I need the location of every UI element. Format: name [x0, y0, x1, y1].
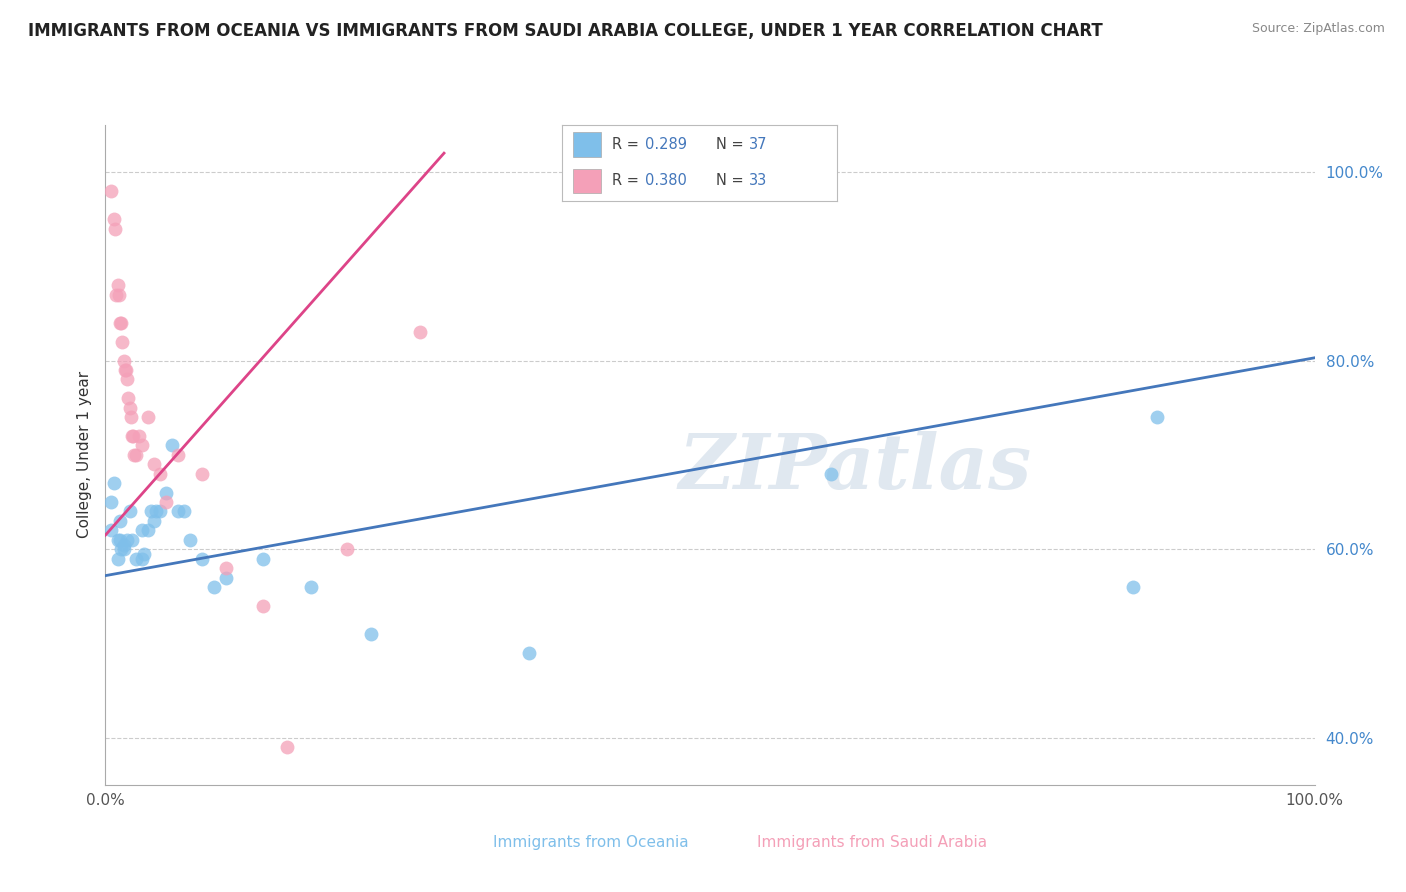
Bar — [574, 132, 600, 157]
Point — [1146, 410, 1168, 425]
Point — [131, 524, 153, 538]
Point — [115, 363, 138, 377]
Point — [215, 570, 238, 584]
Text: R =: R = — [612, 173, 644, 188]
Point — [191, 551, 214, 566]
Point — [110, 542, 132, 557]
Text: 33: 33 — [749, 173, 768, 188]
Point — [108, 316, 131, 330]
Point — [131, 438, 153, 452]
Text: 37: 37 — [749, 137, 768, 153]
Text: N =: N = — [716, 173, 748, 188]
Text: IMMIGRANTS FROM OCEANIA VS IMMIGRANTS FROM SAUDI ARABIA COLLEGE, UNDER 1 YEAR CO: IMMIGRANTS FROM OCEANIA VS IMMIGRANTS FR… — [28, 22, 1102, 40]
Point — [820, 467, 842, 481]
Point — [100, 184, 122, 198]
Point — [108, 533, 131, 547]
Point — [167, 448, 190, 462]
Point — [215, 561, 238, 575]
Text: Immigrants from Oceania: Immigrants from Oceania — [492, 836, 689, 850]
Point — [142, 458, 165, 472]
Point — [173, 504, 195, 518]
Point — [115, 372, 138, 386]
Point — [112, 537, 135, 551]
Text: N =: N = — [716, 137, 748, 153]
Point — [360, 627, 382, 641]
Point — [167, 504, 190, 518]
Point — [128, 429, 150, 443]
Point — [155, 495, 177, 509]
Text: ZIPatlas: ZIPatlas — [679, 431, 1032, 505]
Point — [136, 524, 159, 538]
Y-axis label: College, Under 1 year: College, Under 1 year — [76, 371, 91, 539]
Point — [409, 326, 432, 340]
Point — [112, 353, 135, 368]
Text: 0.289: 0.289 — [644, 137, 686, 153]
Point — [160, 438, 183, 452]
Point — [252, 599, 274, 613]
Point — [145, 504, 167, 518]
Point — [191, 467, 214, 481]
Point — [336, 542, 359, 557]
Point — [134, 547, 156, 561]
Point — [252, 551, 274, 566]
Point — [112, 542, 135, 557]
Text: Source: ZipAtlas.com: Source: ZipAtlas.com — [1251, 22, 1385, 36]
Point — [155, 485, 177, 500]
Point — [517, 646, 540, 660]
Point — [107, 551, 129, 566]
Point — [276, 740, 298, 755]
Point — [103, 476, 125, 491]
Point — [111, 334, 134, 349]
Text: 0.380: 0.380 — [644, 173, 686, 188]
Point — [1122, 580, 1144, 594]
Text: R =: R = — [612, 137, 644, 153]
Point — [118, 401, 141, 415]
Point — [202, 580, 225, 594]
Point — [124, 551, 148, 566]
Point — [141, 504, 163, 518]
Point — [103, 212, 125, 227]
Point — [107, 287, 129, 301]
Text: Immigrants from Saudi Arabia: Immigrants from Saudi Arabia — [756, 836, 987, 850]
Point — [107, 533, 129, 547]
Point — [115, 533, 138, 547]
Point — [120, 410, 142, 425]
Point — [122, 429, 145, 443]
Point — [121, 533, 143, 547]
Bar — [574, 169, 600, 193]
Point — [299, 580, 322, 594]
Point — [149, 467, 172, 481]
Point — [121, 429, 143, 443]
Point — [149, 504, 172, 518]
Point — [117, 392, 139, 406]
Point — [114, 363, 136, 377]
Point — [107, 278, 129, 293]
Point — [124, 448, 148, 462]
Point — [179, 533, 201, 547]
Point — [104, 221, 127, 235]
Point — [124, 448, 146, 462]
Point — [131, 551, 153, 566]
Point — [136, 410, 159, 425]
Point — [105, 287, 128, 301]
Point — [110, 316, 132, 330]
Point — [108, 514, 131, 528]
Point — [100, 524, 122, 538]
Point — [142, 514, 165, 528]
Point — [100, 495, 122, 509]
Point — [118, 504, 141, 518]
